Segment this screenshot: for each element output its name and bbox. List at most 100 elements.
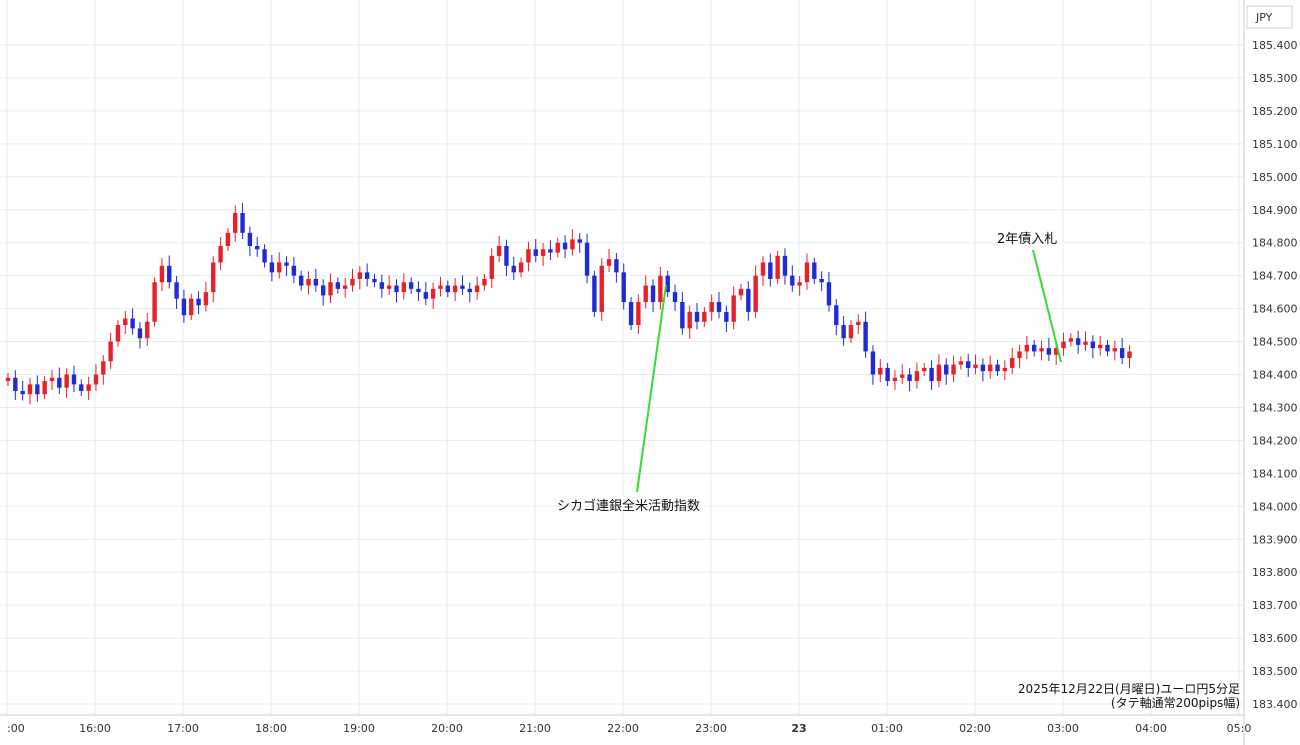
candle — [342, 277, 348, 298]
candle — [35, 375, 40, 402]
candle — [445, 280, 450, 298]
candle — [489, 248, 494, 288]
candle — [944, 358, 949, 385]
candle — [812, 257, 817, 284]
candle — [1112, 340, 1118, 361]
y-tick-label: 184.400 — [1252, 369, 1298, 382]
y-tick-label: 183.400 — [1252, 698, 1298, 711]
x-tick-label: 21:00 — [519, 722, 551, 735]
x-tick-label: 23 — [791, 722, 806, 735]
candle — [335, 277, 341, 294]
candle — [716, 291, 722, 319]
candle — [518, 257, 524, 278]
candle — [269, 254, 275, 282]
candle — [225, 227, 231, 251]
candle — [599, 258, 604, 321]
y-tick-label: 183.600 — [1252, 632, 1298, 645]
candle — [621, 263, 626, 310]
candle — [526, 241, 531, 272]
candle — [5, 372, 11, 387]
annotation-2y-auction: 2年債入札 — [997, 232, 1057, 247]
candle — [914, 362, 920, 389]
candle — [211, 256, 216, 303]
candle — [958, 356, 964, 370]
candle — [108, 332, 113, 369]
candle — [709, 294, 714, 321]
candle — [804, 253, 810, 290]
candle — [394, 279, 399, 303]
candle — [299, 270, 304, 291]
candle — [643, 275, 648, 309]
candle — [826, 272, 832, 312]
candle — [1039, 340, 1044, 361]
candle — [892, 370, 898, 390]
candle — [20, 380, 25, 401]
candle — [1068, 333, 1074, 347]
candle — [145, 312, 150, 346]
candle — [284, 256, 289, 276]
candle — [687, 305, 692, 339]
candle — [680, 291, 685, 335]
candle — [71, 365, 77, 392]
candle — [636, 294, 641, 334]
candle — [511, 256, 516, 280]
candle — [592, 270, 597, 317]
candle — [328, 273, 333, 303]
candle — [1127, 345, 1132, 369]
candle — [746, 281, 751, 321]
grid-lines — [0, 0, 1244, 715]
candle — [614, 252, 619, 283]
candle — [760, 256, 766, 286]
candle — [606, 248, 612, 273]
candle — [306, 271, 311, 295]
candle — [848, 320, 854, 344]
y-tick-label: 184.300 — [1252, 401, 1298, 414]
candle — [27, 378, 33, 405]
candle — [218, 237, 223, 271]
candle — [357, 266, 363, 290]
currency-box — [1246, 5, 1293, 29]
candle — [460, 275, 465, 296]
candle — [438, 276, 443, 297]
candle — [196, 291, 201, 315]
candle — [540, 243, 546, 267]
candle — [738, 283, 744, 301]
x-tick-label: 23:00 — [695, 722, 727, 735]
candle — [504, 239, 509, 276]
x-tick-label: 05:0 — [1227, 722, 1252, 735]
candle — [320, 279, 326, 306]
x-tick-label: 16:00 — [79, 722, 111, 735]
candle — [1097, 335, 1103, 356]
candle — [482, 274, 487, 291]
x-tick-label: :00 — [7, 722, 25, 735]
y-tick-label: 183.900 — [1252, 533, 1298, 546]
candle — [672, 284, 678, 311]
candle — [57, 367, 62, 394]
candle — [533, 239, 538, 263]
x-tick-label: 03:00 — [1047, 722, 1079, 735]
candle — [416, 281, 421, 302]
candle — [1083, 331, 1088, 352]
y-tick-label: 183.800 — [1252, 566, 1298, 579]
candle — [291, 256, 297, 284]
annotation-chicago-fed: シカゴ連銀全米活動指数 — [557, 498, 700, 514]
y-tick-label: 184.900 — [1252, 204, 1298, 217]
candle — [782, 248, 788, 285]
candle — [93, 364, 99, 391]
candle — [907, 368, 912, 392]
y-tick-label: 185.400 — [1252, 39, 1298, 52]
candle — [452, 277, 458, 302]
candle — [364, 263, 370, 287]
candle — [159, 258, 165, 292]
candle — [694, 302, 700, 330]
candle — [900, 364, 905, 385]
candle — [496, 235, 502, 263]
y-tick-label: 184.600 — [1252, 303, 1298, 316]
candle — [929, 360, 934, 390]
candle — [1119, 337, 1125, 365]
annotation-line-chicago-fed — [636, 284, 667, 493]
candle — [13, 370, 18, 400]
candle — [658, 266, 663, 310]
candle — [1046, 337, 1052, 361]
candle — [123, 310, 128, 334]
